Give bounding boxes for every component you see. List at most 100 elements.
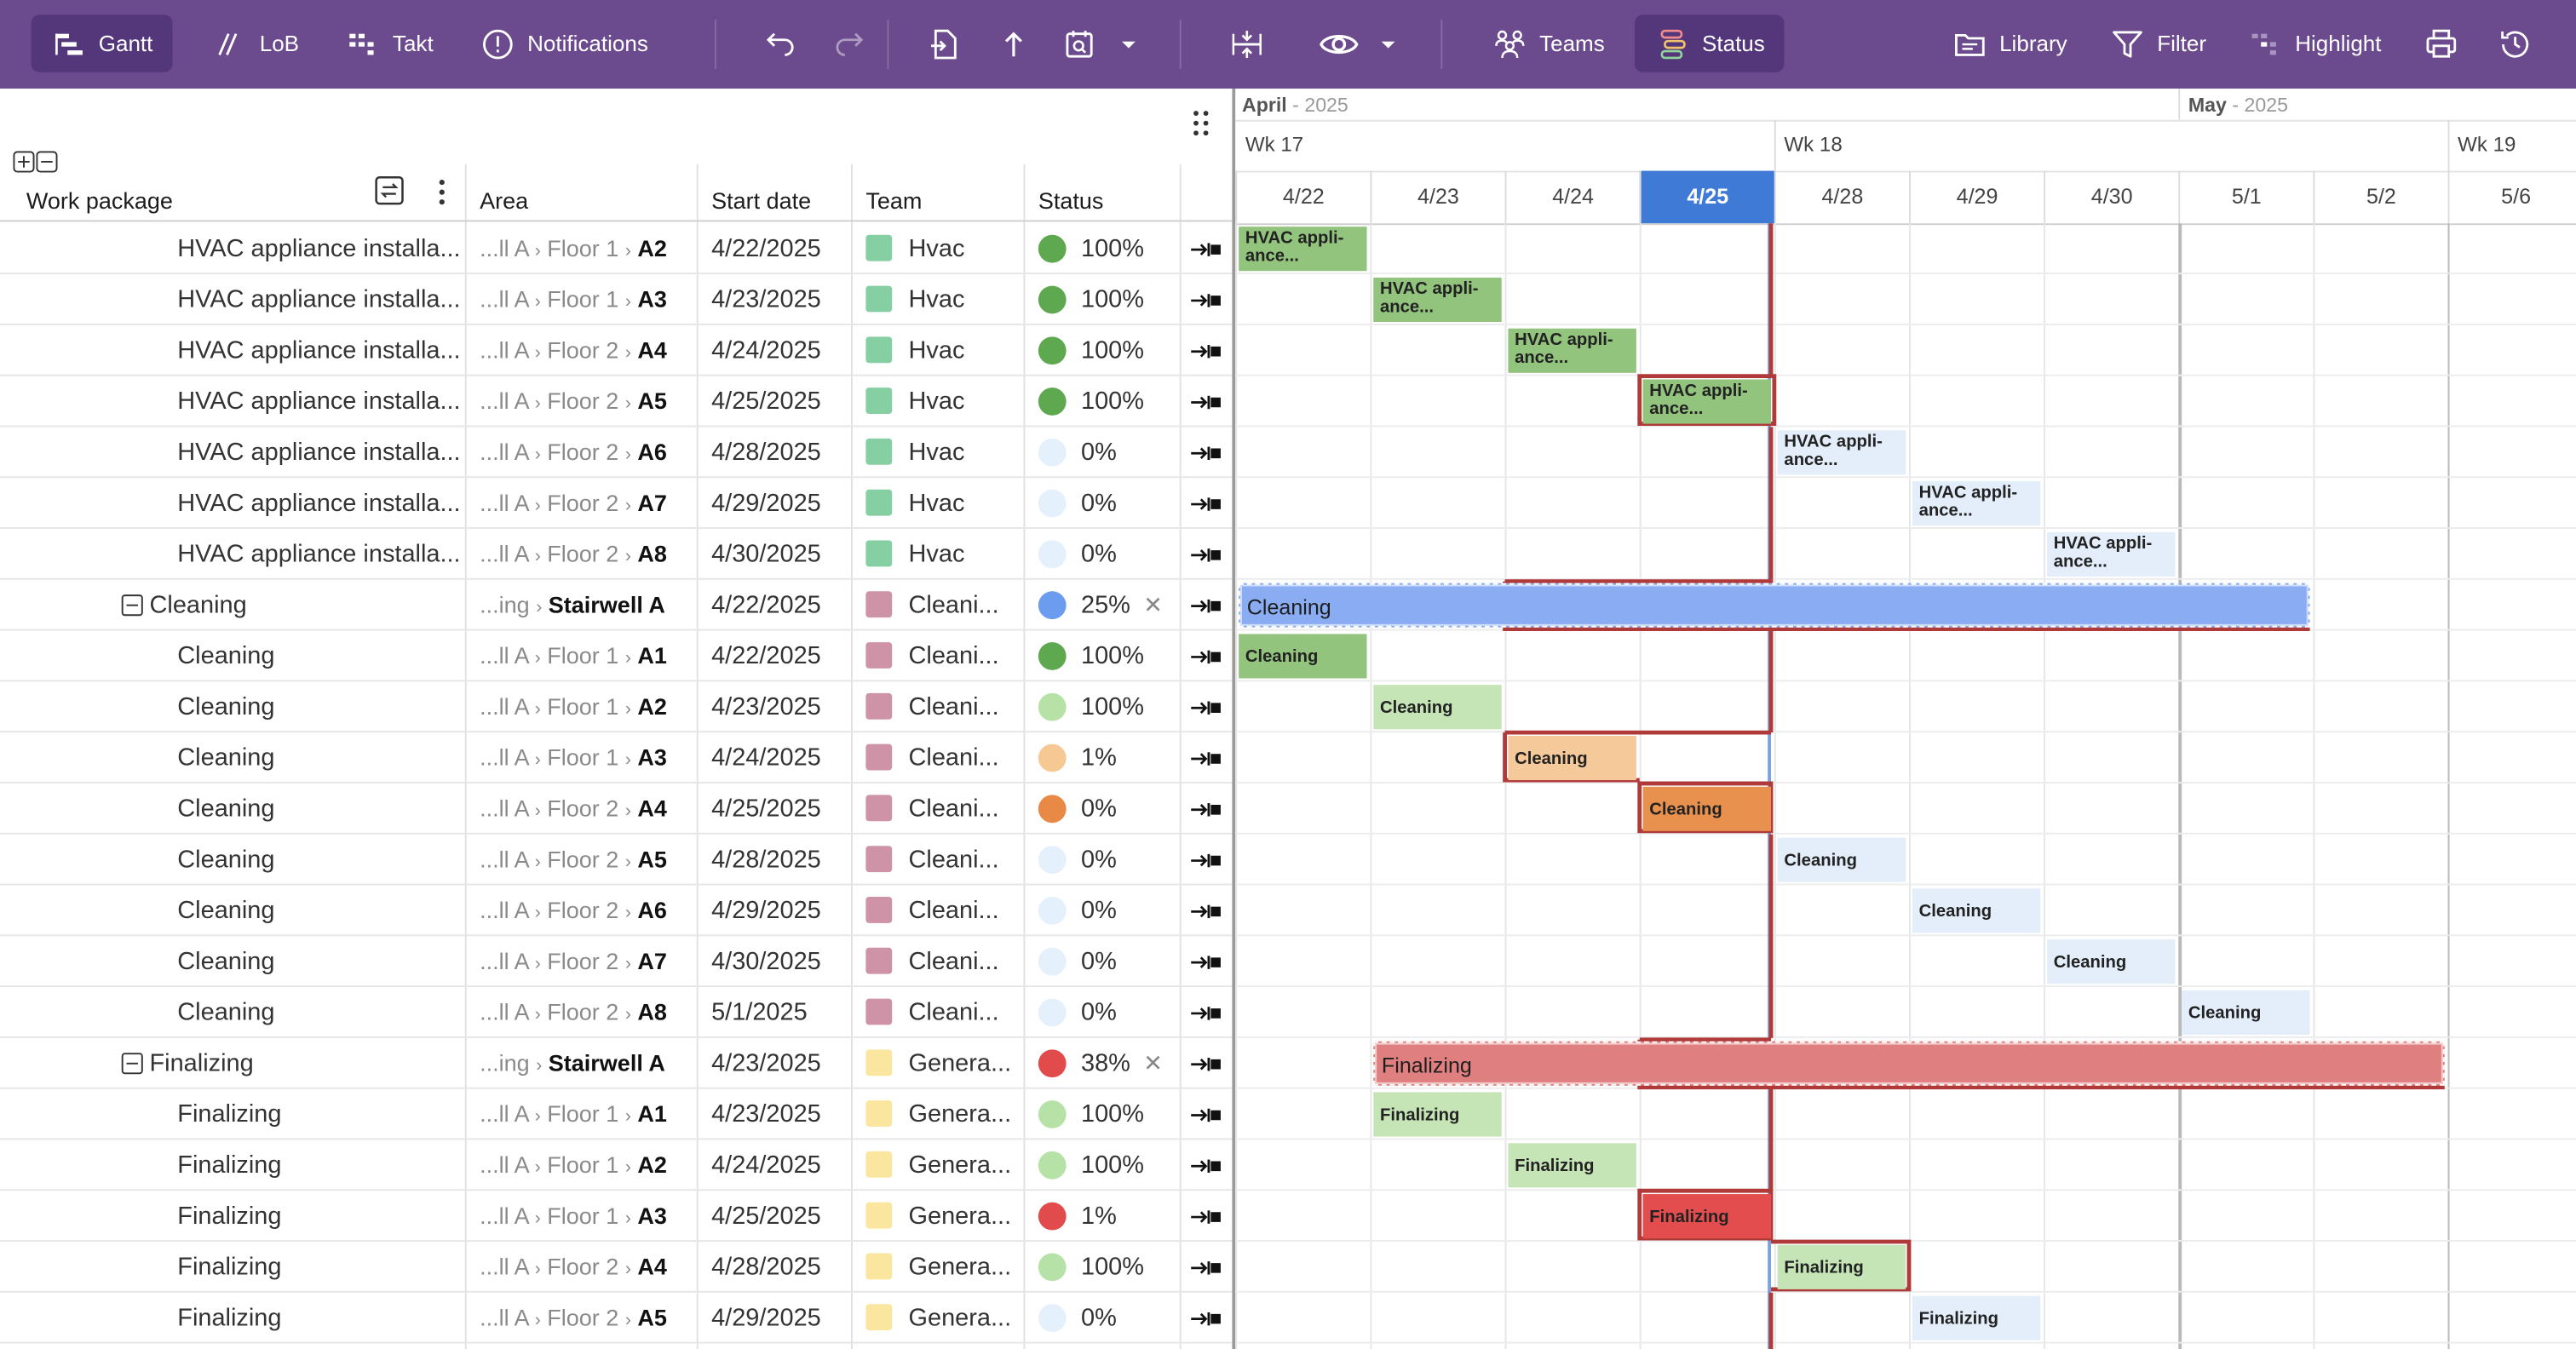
area-cell[interactable]: ...ll A › Floor 2 › A5 xyxy=(480,376,693,428)
start-date-cell[interactable]: 4/22/2025 xyxy=(711,642,821,670)
work-package-name[interactable]: Cleaning xyxy=(177,998,275,1027)
table-row[interactable]: Cleaning ...ll A › Floor 2 › A6 4/29/2025 C… xyxy=(0,885,1233,937)
history-button[interactable] xyxy=(2487,14,2544,72)
status-percent[interactable]: 38% xyxy=(1080,1049,1130,1078)
task-bar[interactable]: HVAC appli- ance... xyxy=(1777,430,1906,475)
collapse-rows-button[interactable] xyxy=(1219,14,1275,72)
task-bar[interactable]: Cleaning xyxy=(2182,990,2310,1035)
start-date-cell[interactable]: 4/24/2025 xyxy=(711,743,821,772)
area-cell[interactable]: ...ll A › Floor 1 › A2 xyxy=(480,1139,693,1191)
team-cell[interactable]: Genera... xyxy=(908,1253,1012,1282)
area-cell[interactable]: ...ll A › Floor 2 › A8 xyxy=(480,529,693,580)
status-percent[interactable]: 0% xyxy=(1080,998,1117,1027)
table-row[interactable]: HVAC appliance installa... ...ll A › Floo… xyxy=(0,478,1233,529)
go-to-bar-button[interactable] xyxy=(1189,580,1222,631)
collapse-all-icon[interactable] xyxy=(36,151,58,173)
table-row[interactable]: Cleaning ...ll A › Floor 2 › A5 4/28/2025 C… xyxy=(0,835,1233,886)
column-menu-button[interactable] xyxy=(437,179,447,214)
summary-bar[interactable]: Cleaning xyxy=(1239,583,2310,628)
table-drag-handle[interactable] xyxy=(1193,110,1209,145)
area-cell[interactable]: ...ll A › Floor 1 › A3 xyxy=(480,274,693,325)
go-to-bar-button[interactable] xyxy=(1189,223,1222,274)
lob-view-button[interactable]: LoB xyxy=(193,14,319,72)
team-cell[interactable]: Cleani... xyxy=(908,591,999,620)
go-to-bar-button[interactable] xyxy=(1189,427,1222,478)
work-package-name[interactable]: HVAC appliance installa... xyxy=(177,489,460,518)
team-cell[interactable]: Cleani... xyxy=(908,692,999,721)
team-cell[interactable]: Hvac xyxy=(908,540,965,569)
collapse-group-icon[interactable] xyxy=(121,594,143,617)
area-cell[interactable]: ...ll A › Floor 1 › A3 xyxy=(480,1191,693,1242)
work-package-name[interactable]: Cleaning xyxy=(177,642,275,670)
team-cell[interactable]: Cleani... xyxy=(908,998,999,1027)
task-bar[interactable]: Cleaning xyxy=(1373,685,1502,730)
table-row[interactable]: HVAC appliance installa... ...ll A › Floo… xyxy=(0,427,1233,479)
work-package-name[interactable]: Cleaning xyxy=(177,846,275,874)
summary-bar[interactable]: Finalizing xyxy=(1373,1041,2445,1086)
task-bar[interactable]: Cleaning xyxy=(2046,939,2176,984)
work-package-name[interactable]: Finalizing xyxy=(177,1253,282,1282)
task-bar[interactable]: Cleaning xyxy=(1508,735,1636,781)
go-to-bar-button[interactable] xyxy=(1189,1242,1222,1293)
pane-splitter[interactable] xyxy=(1232,89,1236,1349)
team-cell[interactable]: Hvac xyxy=(908,285,965,314)
visibility-dropdown-button[interactable] xyxy=(1367,14,1410,72)
status-percent[interactable]: 0% xyxy=(1080,795,1117,824)
task-bar[interactable]: HVAC appli- ance... xyxy=(2046,531,2176,577)
status-percent[interactable]: 1% xyxy=(1080,1202,1117,1231)
start-date-cell[interactable]: 4/28/2025 xyxy=(711,1253,821,1282)
status-percent[interactable]: 1% xyxy=(1080,743,1117,772)
header-status[interactable]: Status xyxy=(1038,187,1104,214)
task-bar[interactable]: HVAC appli- ance... xyxy=(1508,328,1636,373)
task-bar[interactable]: Cleaning xyxy=(1239,634,1367,679)
work-package-name[interactable]: Finalizing xyxy=(177,1100,282,1128)
header-work-package[interactable]: Work package xyxy=(26,187,173,214)
scroll-to-top-button[interactable] xyxy=(986,14,1042,72)
work-package-name[interactable]: Finalizing xyxy=(149,1049,254,1078)
task-bar[interactable]: Finalizing xyxy=(1508,1143,1636,1188)
table-row[interactable]: HVAC appliance installa... ...ll A › Floo… xyxy=(0,325,1233,376)
status-percent[interactable]: 100% xyxy=(1080,285,1145,314)
status-percent[interactable]: 25% xyxy=(1080,591,1130,620)
go-to-bar-button[interactable] xyxy=(1189,376,1222,428)
start-date-cell[interactable]: 4/24/2025 xyxy=(711,1151,821,1180)
group-row[interactable]: Cleaning ...ing › Stairwell A 4/22/2025 Cle… xyxy=(0,580,1233,631)
status-percent[interactable]: 0% xyxy=(1080,489,1117,518)
work-package-name[interactable]: Finalizing xyxy=(177,1202,282,1231)
work-package-name[interactable]: Cleaning xyxy=(177,947,275,976)
start-date-cell[interactable]: 4/29/2025 xyxy=(711,896,821,925)
start-date-cell[interactable]: 4/28/2025 xyxy=(711,438,821,467)
work-package-name[interactable]: HVAC appliance installa... xyxy=(177,387,460,416)
task-bar[interactable]: Finalizing xyxy=(1777,1244,1906,1289)
date-dropdown-button[interactable] xyxy=(1107,14,1150,72)
start-date-cell[interactable]: 5/1/2025 xyxy=(711,998,808,1027)
area-cell[interactable]: ...ll A › Floor 2 › A4 xyxy=(480,1242,693,1293)
area-cell[interactable]: ...ing › Stairwell A xyxy=(480,580,693,631)
status-percent[interactable]: 100% xyxy=(1080,692,1145,721)
task-bar[interactable]: HVAC appli- ance... xyxy=(1239,227,1367,272)
work-package-name[interactable]: Cleaning xyxy=(177,743,275,772)
group-row[interactable]: Finalizing ...ing › Stairwell A 4/23/2025 G… xyxy=(0,1038,1233,1089)
team-cell[interactable]: Cleani... xyxy=(908,743,999,772)
table-row[interactable]: Cleaning ...ll A › Floor 1 › A3 4/24/2025 C… xyxy=(0,732,1233,784)
go-to-bar-button[interactable] xyxy=(1189,325,1222,376)
start-date-cell[interactable]: 4/25/2025 xyxy=(711,1202,821,1231)
header-start-date[interactable]: Start date xyxy=(711,187,812,214)
area-cell[interactable]: ...ll A › Floor 1 › A3 xyxy=(480,732,693,784)
team-cell[interactable]: Cleani... xyxy=(908,795,999,824)
team-cell[interactable]: Hvac xyxy=(908,489,965,518)
status-percent[interactable]: 0% xyxy=(1080,896,1117,925)
table-row[interactable]: Finalizing ...ll A › Floor 1 › A3 4/25/202… xyxy=(0,1191,1233,1242)
start-date-cell[interactable]: 4/23/2025 xyxy=(711,285,821,314)
status-percent[interactable]: 0% xyxy=(1080,540,1117,569)
highlight-button[interactable]: Highlight xyxy=(2228,14,2401,72)
task-bar[interactable]: Finalizing xyxy=(1642,1194,1771,1239)
print-button[interactable] xyxy=(2413,14,2470,72)
start-date-cell[interactable]: 4/28/2025 xyxy=(711,846,821,874)
task-bar[interactable]: Cleaning xyxy=(1642,786,1771,831)
team-cell[interactable]: Hvac xyxy=(908,234,965,263)
teams-button[interactable]: Teams xyxy=(1472,14,1624,72)
go-to-bar-button[interactable] xyxy=(1189,936,1222,987)
start-date-cell[interactable]: 4/23/2025 xyxy=(711,1100,821,1128)
go-to-bar-button[interactable] xyxy=(1189,784,1222,835)
